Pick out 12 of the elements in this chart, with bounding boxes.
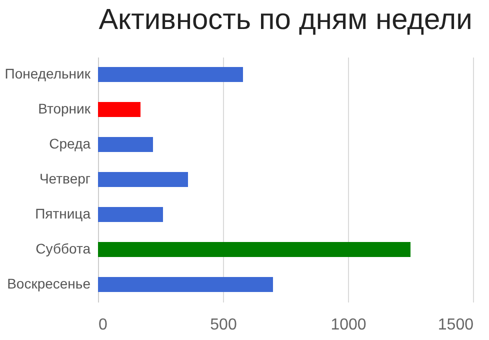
y-tick-label: Понедельник <box>4 66 92 82</box>
y-tick-label: Среда <box>49 136 91 152</box>
chart-title: Активность по дням недели <box>98 4 472 36</box>
x-tick-label: 0 <box>98 316 108 334</box>
y-tick-label: Воскресенье <box>7 276 91 292</box>
x-tick-label: 500 <box>210 316 237 334</box>
y-tick-label: Суббота <box>36 240 91 256</box>
y-tick-label: Вторник <box>38 100 92 116</box>
x-tick-label: 1500 <box>438 316 474 334</box>
y-tick-label: Пятница <box>35 206 91 222</box>
x-tick-label: 1000 <box>330 316 366 334</box>
y-tick-label: Четверг <box>39 170 90 186</box>
